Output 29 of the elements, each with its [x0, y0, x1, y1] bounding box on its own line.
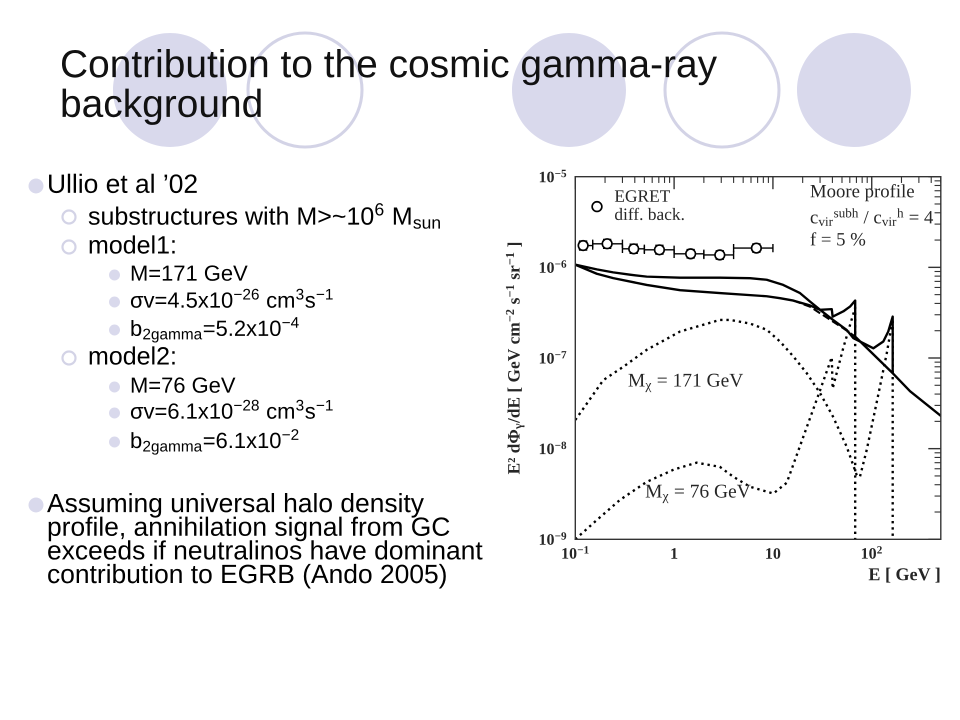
y-tick-label: 10$^{−5}$ [540, 170, 566, 182]
text: σv=4.5x10$^{−26}$ cm$^{3}$s$^{−1}$ [130, 288, 333, 308]
text: M=76 GeV [132, 377, 236, 393]
text: Assuming universal halo density profile, annihilation signal from GC exceeds if neutralinos have dominant contribution to EGRB (Ando 2005) [47, 493, 482, 589]
text: model1: [90, 235, 175, 254]
legend-label: EGRET diff. back. [614, 190, 684, 220]
y-tick-label: 10$^{−7}$ [540, 351, 566, 364]
text: M=171 GeV [132, 265, 248, 281]
text: E² dΦ$_{γ}$/dE [ GeV cm$^{−2}$ s$^{−1}$ sr$^{−1}$ ] [506, 242, 525, 474]
y-tick-label: 10$^{−6}$ [540, 260, 566, 273]
text: Ullio et al ’02 [49, 174, 197, 194]
x-tick-label: 1 [671, 548, 678, 559]
text: model2: [90, 346, 175, 365]
chart-title: Contribution to the cosmic gamma-ray background [62, 49, 717, 125]
x-tick-label: 10$^{−1}$ [562, 546, 589, 559]
annotation: M$_{χ}$ = 171 GeV [628, 374, 744, 392]
text: σv=6.1x10$^{−28}$ cm$^{3}$s$^{−1}$ [130, 400, 333, 419]
annotation: f = 5 % [810, 232, 866, 246]
text: b$_{2gamma}$=6.1x10$^{−2}$ [131, 429, 298, 455]
text: substructures with M>~10$^{6}$ M$_{sun}$ [88, 203, 440, 229]
y-tick-label: 10$^{−8}$ [540, 442, 566, 454]
text: b$_{2gamma}$=5.2x10$^{−4}$ [131, 317, 299, 343]
annotation: Moore profile [810, 184, 914, 202]
annotation: c$_{vir}$$^{subh}$ / c$_{vir}$$^{h}$ = 4 [810, 208, 934, 226]
x-tick-label: 10 [766, 548, 780, 559]
x-tick-label: 10$^{2}$ [862, 546, 882, 559]
y-tick-label: 10$^{−9}$ [540, 532, 566, 545]
annotation: M$_{χ}$ = 76 GeV [646, 484, 751, 504]
x-axis-title: E [ GeV ] [868, 568, 940, 583]
